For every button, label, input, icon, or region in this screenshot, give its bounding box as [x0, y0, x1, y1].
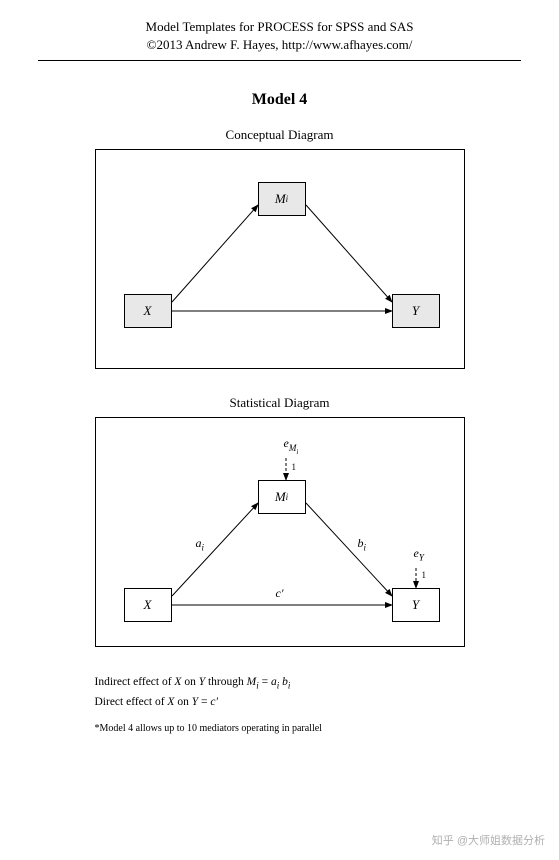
direct-effect-line: Direct effect of X on Y = c′ — [95, 693, 465, 711]
node-y: Y — [392, 294, 440, 328]
node-m: Mi — [258, 182, 306, 216]
page-header: Model Templates for PROCESS for SPSS and… — [38, 18, 521, 61]
node-y: Y — [392, 588, 440, 622]
error-coef-Y: 1 — [422, 570, 427, 580]
statistical-diagram: Mi X Y ai bi c′ eMi 1 eY 1 — [95, 417, 465, 647]
watermark: 知乎 @大师姐数据分析 — [432, 832, 545, 848]
txt: on — [174, 696, 191, 708]
header-line-1: Model Templates for PROCESS for SPSS and… — [38, 18, 521, 36]
edge-label-M-Y: bi — [358, 536, 367, 552]
edge-X-M — [172, 205, 258, 302]
txt: on — [181, 676, 198, 688]
page: Model Templates for PROCESS for SPSS and… — [0, 0, 559, 737]
coef-c: c′ — [210, 696, 218, 708]
txt: Indirect effect of — [95, 676, 175, 688]
txt: = — [198, 696, 210, 708]
indirect-effect-line: Indirect effect of X on Y through Mi = a… — [95, 673, 465, 693]
edge-X-M — [172, 503, 258, 596]
var-m: M — [247, 676, 257, 688]
sub: i — [277, 681, 280, 691]
edge-label-X-Y: c′ — [276, 586, 284, 601]
txt: through — [205, 676, 247, 688]
node-x: X — [124, 294, 172, 328]
txt: = — [259, 676, 271, 688]
error-label-Y: eY — [414, 546, 424, 562]
error-label-M: eMi — [284, 436, 299, 455]
txt: Direct effect of — [95, 696, 168, 708]
sub: i — [288, 681, 291, 691]
parallel-note: *Model 4 allows up to 10 mediators opera… — [95, 721, 465, 737]
conceptual-diagram: Mi X Y — [95, 149, 465, 369]
node-m: Mi — [258, 480, 306, 514]
edge-M-Y — [306, 205, 392, 302]
edge-label-X-M: ai — [196, 536, 205, 552]
node-x: X — [124, 588, 172, 622]
footnotes: Indirect effect of X on Y through Mi = a… — [95, 673, 465, 737]
edge-M-Y — [306, 503, 392, 596]
statistical-label: Statistical Diagram — [38, 395, 521, 411]
model-title: Model 4 — [38, 91, 521, 109]
conceptual-label: Conceptual Diagram — [38, 127, 521, 143]
header-line-2: ©2013 Andrew F. Hayes, http://www.afhaye… — [38, 36, 521, 54]
error-coef-M: 1 — [292, 462, 297, 472]
